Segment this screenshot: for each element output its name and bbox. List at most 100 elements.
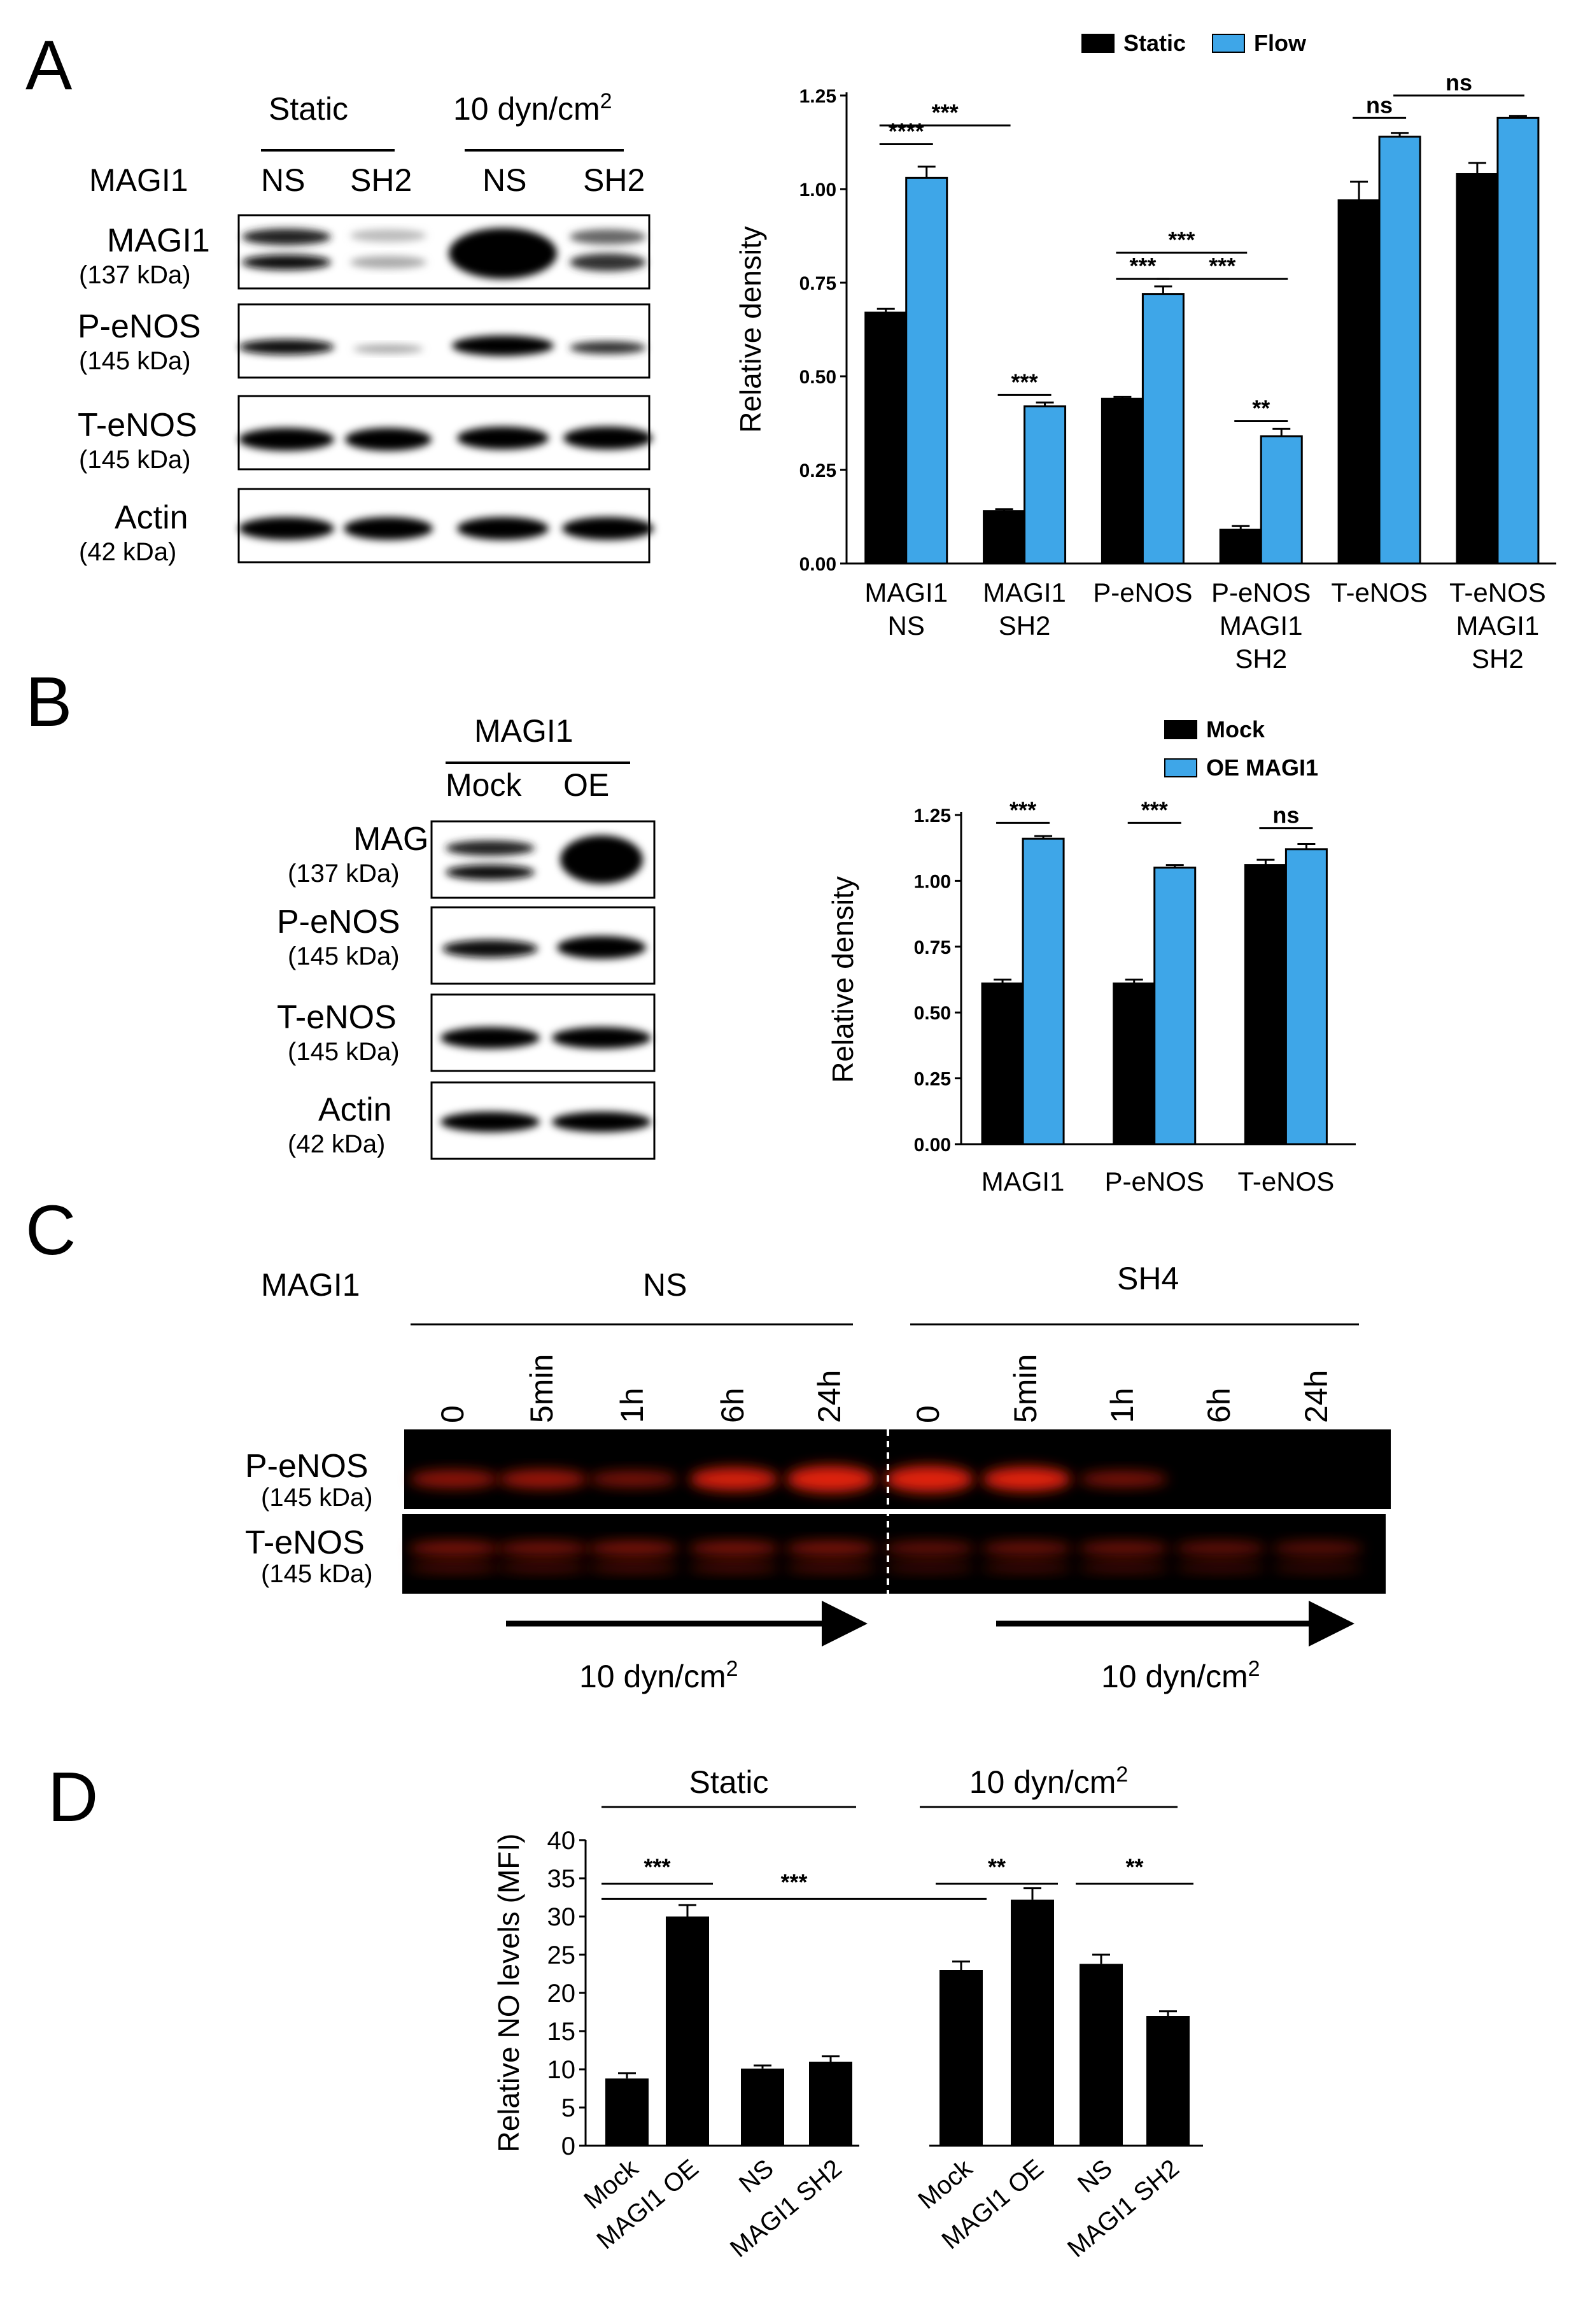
y-tick-label: 0 (561, 2132, 575, 2160)
category-label: T-eNOS (1238, 1166, 1335, 1196)
blot-a-protein-1: MAGI1 (107, 222, 210, 259)
bar (1080, 1964, 1123, 2146)
band (1078, 1541, 1169, 1556)
blot-b-protein-3: T-eNOS (277, 999, 397, 1036)
band (1272, 1541, 1363, 1556)
bar (1146, 2016, 1190, 2146)
legend-label: Flow (1254, 30, 1307, 56)
blot-b-lane-2: OE (563, 767, 609, 803)
category-label: P-eNOS (1105, 1166, 1204, 1196)
blot-a-kda-3: (145 kDa) (79, 446, 191, 474)
blot-b-box-actin (430, 1081, 656, 1160)
timepoint-label: 6h (715, 1387, 750, 1423)
timepoint-label: 0 (435, 1405, 470, 1423)
category-label: SH2 (999, 611, 1051, 641)
significance-label: *** (1209, 253, 1235, 279)
chart-d: 0 5 10 15 20 25 30 35 40 Relative NO levels (MFI)… (492, 1762, 1203, 2263)
blot-a-condition-static: Static (269, 91, 348, 127)
blot-a-condition-flow: 10 dyn/cm2 (453, 89, 612, 127)
significance-label: ** (1252, 395, 1270, 422)
band (497, 1562, 589, 1573)
legend-swatch (1081, 34, 1115, 53)
band (688, 1562, 780, 1573)
category-label: MAGI1 (864, 577, 948, 607)
blot-a-condition-flow-sup: 2 (600, 89, 612, 113)
timepoint-label: 1h (1104, 1387, 1140, 1423)
bar (1024, 405, 1067, 565)
chart-b: 0.00 0.25 0.50 0.75 1.00 1.25 Relative density… (826, 716, 1356, 1196)
blot-c-kda-2: (145 kDa) (261, 1560, 373, 1588)
band (587, 1562, 679, 1573)
category-label: P-eNOS (1093, 577, 1192, 607)
blot-c-arrow-label-2: 10 dyn/cm2 (1101, 1657, 1260, 1694)
blot-a-protein-4: Actin (115, 499, 188, 536)
category-label: NS (888, 611, 925, 641)
band (1079, 1471, 1168, 1487)
y-axis-label: Relative density (734, 226, 767, 433)
y-tick-label: 0.75 (799, 273, 836, 294)
blot-c-group-ns: NS (643, 1267, 687, 1303)
band (587, 1541, 679, 1556)
blot-a-row-header: MAGI1 (89, 162, 188, 198)
band (981, 1541, 1073, 1556)
bar (1011, 1899, 1054, 2146)
bar (1244, 864, 1287, 1145)
band (1078, 1562, 1169, 1573)
blot-b-kda-1: (137 kDa) (288, 860, 400, 888)
y-tick-label: 5 (561, 2094, 575, 2122)
blot-b-protein-2: P-eNOS (277, 903, 400, 940)
bar (1101, 397, 1144, 565)
blot-b-box-p-enos (430, 906, 656, 985)
y-tick-label: 25 (547, 1941, 576, 1969)
bar (1141, 293, 1185, 565)
y-tick-label: 10 (547, 2056, 576, 2084)
band (1272, 1562, 1363, 1573)
legend-swatch (1164, 720, 1197, 739)
band (785, 1541, 876, 1556)
category-label: MAGI1 (1220, 611, 1303, 641)
blot-a-box-p-enos (237, 303, 651, 379)
bar (741, 2068, 784, 2146)
y-tick-label: 0.25 (799, 460, 836, 481)
category-label: NS (1073, 2154, 1118, 2198)
significance-label: **** (889, 118, 924, 144)
bar (1260, 435, 1303, 565)
bar (1337, 199, 1381, 565)
bar (1378, 136, 1421, 565)
bar (905, 176, 948, 565)
band (589, 1471, 678, 1487)
bar (605, 2078, 649, 2146)
group-label: 10 dyn/cm2 (969, 1762, 1129, 1800)
y-tick-label: 35 (547, 1865, 576, 1893)
y-tick-label: 1.00 (914, 871, 951, 892)
blot-b-header: MAGI1 (474, 713, 573, 749)
bar (1284, 848, 1328, 1145)
band (408, 1541, 500, 1556)
y-tick-label: 0.00 (914, 1135, 951, 1156)
bar (981, 982, 1024, 1145)
significance-label: ** (988, 1853, 1006, 1880)
y-tick-label: 15 (547, 2018, 576, 2046)
y-tick-label: 30 (547, 1903, 576, 1931)
significance-label: ns (1446, 69, 1472, 96)
panel-label-a: A (25, 26, 73, 104)
y-tick-label: 1.00 (799, 180, 836, 201)
category-label: P-eNOS (1211, 577, 1311, 607)
y-tick-label: 0.50 (799, 367, 836, 388)
significance-label: ns (1272, 802, 1299, 828)
significance-label: *** (1011, 369, 1038, 395)
bar (666, 1917, 709, 2146)
category-label: SH2 (1235, 644, 1287, 674)
legend-label: Static (1123, 30, 1186, 56)
blot-a-box-actin (237, 488, 654, 563)
significance-label: *** (1010, 797, 1036, 823)
blot-c-strip-t-enos (402, 1514, 1386, 1594)
category-label: T-eNOS (1331, 577, 1428, 607)
blot-a-box-t-enos (237, 395, 652, 471)
category-label: MAGI1 (1456, 611, 1540, 641)
panel-label-d: D (48, 1758, 98, 1836)
blot-a-lane-3: NS (482, 162, 526, 198)
panel-label-b: B (25, 663, 72, 741)
blot-c-timepoints: 0 5min 1h 6h 24h 0 5min 1h 6h 24h (435, 1354, 1334, 1423)
band (885, 1465, 974, 1493)
